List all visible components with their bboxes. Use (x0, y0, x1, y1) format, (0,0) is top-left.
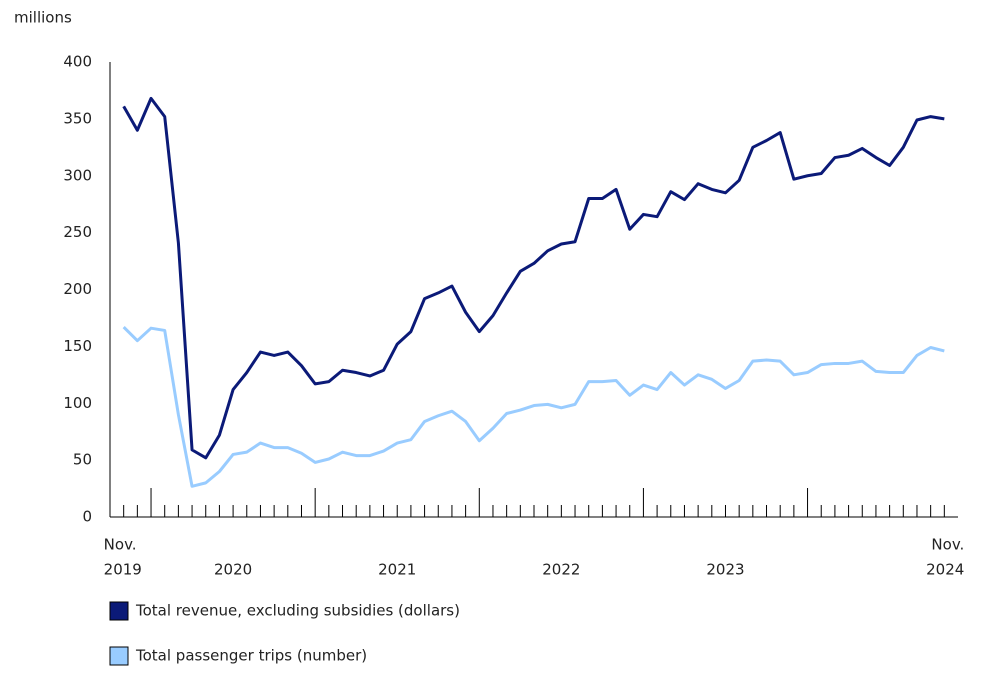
x-year-label: 2020 (214, 561, 252, 579)
legend-label: Total passenger trips (number) (135, 647, 367, 665)
x-year-label: 2019 (104, 561, 142, 579)
y-tick-label: 150 (63, 337, 92, 355)
x-year-label: 2023 (706, 561, 744, 579)
x-year-label: 2022 (542, 561, 580, 579)
y-tick-label: 100 (63, 394, 92, 412)
y-tick-label: 200 (63, 280, 92, 298)
x-tick-label: Nov. (104, 536, 137, 554)
y-axis-label: millions (14, 9, 72, 27)
y-tick-label: 350 (63, 109, 92, 127)
legend-swatch (109, 646, 129, 666)
y-tick-label: 0 (82, 508, 92, 526)
y-tick-label: 250 (63, 223, 92, 241)
legend-swatch (109, 601, 129, 621)
series-line (122, 96, 945, 460)
y-tick-label: 300 (63, 166, 92, 184)
series-line (122, 325, 945, 488)
y-tick-label: 400 (63, 53, 92, 71)
x-tick-label: Nov. (931, 536, 964, 554)
legend-label: Total revenue, excluding subsidies (doll… (135, 602, 460, 620)
y-tick-label: 50 (73, 451, 92, 469)
x-year-label: 2021 (378, 561, 416, 579)
x-year-label: 2024 (926, 561, 964, 579)
